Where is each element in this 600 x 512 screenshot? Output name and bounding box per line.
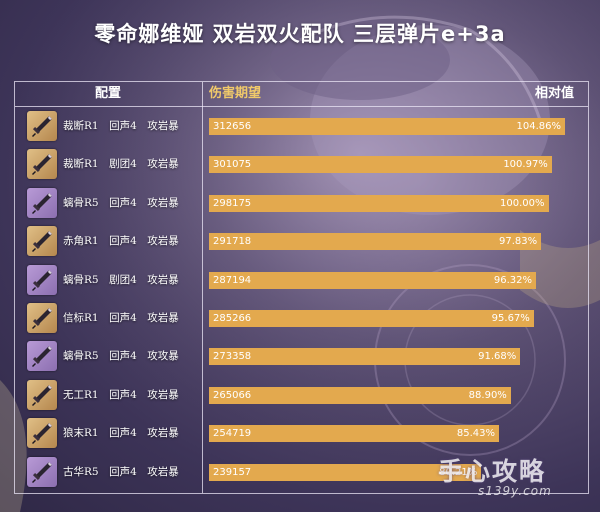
table-row: 螭骨R5 回声4 攻攻暴 273358 91.68% bbox=[15, 337, 588, 375]
damage-bar bbox=[209, 386, 511, 404]
greatsword-gold-icon bbox=[27, 379, 57, 410]
table-row: 狼末R1 回声4 攻岩暴 254719 85.43% bbox=[15, 414, 588, 452]
damage-value: 265066 bbox=[213, 389, 252, 401]
damage-bar bbox=[209, 463, 482, 481]
damage-bar bbox=[209, 425, 500, 443]
damage-value: 287194 bbox=[213, 274, 252, 286]
greatsword-gold-icon bbox=[27, 226, 57, 257]
table-row: 赤角R1 回声4 攻岩暴 291718 97.83% bbox=[15, 222, 588, 260]
relative-value: 104.86% bbox=[516, 121, 562, 132]
table-row: 裁断R1 回声4 攻岩暴 312656 104.86% bbox=[15, 107, 588, 145]
greatsword-gold-icon bbox=[27, 418, 57, 449]
damage-value: 254719 bbox=[213, 428, 252, 440]
header-divider bbox=[15, 106, 588, 107]
config-label: 赤角R1 回声4 攻岩暴 bbox=[63, 235, 179, 248]
damage-bar bbox=[209, 156, 552, 174]
config-label: 螭骨R5 回声4 攻攻暴 bbox=[63, 350, 179, 363]
table-row: 信标R1 回声4 攻岩暴 285266 95.67% bbox=[15, 299, 588, 337]
greatsword-gold-icon bbox=[27, 149, 57, 180]
config-label: 螭骨R5 回声4 攻岩暴 bbox=[63, 196, 179, 209]
config-label: 狼末R1 回声4 攻岩暴 bbox=[63, 427, 179, 440]
config-label: 螭骨R5 剧团4 攻岩暴 bbox=[63, 273, 179, 286]
damage-bar bbox=[209, 194, 549, 212]
damage-bar bbox=[209, 118, 565, 135]
table-row: 裁断R1 剧团4 攻岩暴 301075 100.97% bbox=[15, 145, 588, 183]
relative-value: 97.83% bbox=[499, 236, 538, 248]
damage-value: 273358 bbox=[213, 351, 252, 363]
greatsword-purple-icon bbox=[27, 187, 57, 218]
greatsword-gold-icon bbox=[27, 303, 57, 333]
config-label: 裁断R1 回声4 攻岩暴 bbox=[63, 120, 179, 132]
damage-value: 291718 bbox=[213, 236, 252, 248]
damage-bar bbox=[209, 348, 521, 366]
damage-bar bbox=[209, 271, 536, 289]
chart-title: 零命娜维娅 双岩双火配队 三层弹片e+3a bbox=[94, 22, 506, 46]
damage-bar bbox=[209, 310, 534, 327]
config-label: 信标R1 回声4 攻岩暴 bbox=[63, 312, 179, 324]
greatsword-purple-icon bbox=[27, 456, 57, 487]
relative-value: 91.68% bbox=[478, 351, 517, 363]
relative-value: 88.90% bbox=[468, 389, 507, 401]
table-row: 螭骨R5 回声4 攻岩暴 298175 100.00% bbox=[15, 184, 588, 222]
table-row: 螭骨R5 剧团4 攻岩暴 287194 96.32% bbox=[15, 261, 588, 299]
config-label: 古华R5 回声4 攻岩暴 bbox=[63, 465, 179, 478]
relative-value: 95.67% bbox=[491, 313, 530, 324]
greatsword-gold-icon bbox=[27, 111, 57, 141]
greatsword-purple-icon bbox=[27, 341, 57, 372]
damage-value: 312656 bbox=[213, 121, 252, 132]
chart-table: 配置 伤害期望 相对值 裁断R1 回声4 攻岩暴 312656 104.86% 裁断R… bbox=[14, 81, 589, 494]
config-label: 裁断R1 剧团4 攻岩暴 bbox=[63, 158, 179, 171]
table-row: 古华R5 回声4 攻岩暴 239157 80.21% bbox=[15, 453, 588, 491]
damage-bar bbox=[209, 233, 542, 251]
config-label: 无工R1 回声4 攻岩暴 bbox=[63, 388, 179, 401]
damage-value: 239157 bbox=[213, 466, 252, 478]
header-damage: 伤害期望 bbox=[209, 86, 262, 101]
relative-value: 85.43% bbox=[456, 428, 496, 440]
header-relative: 相对值 bbox=[534, 86, 574, 101]
header-config: 配置 bbox=[94, 86, 121, 101]
relative-value: 100.97% bbox=[503, 159, 548, 171]
table-row: 无工R1 回声4 攻岩暴 265066 88.90% bbox=[15, 376, 588, 414]
relative-value: 100.00% bbox=[500, 197, 545, 209]
damage-value: 285266 bbox=[213, 313, 252, 324]
relative-value: 80.21% bbox=[439, 466, 478, 478]
column-divider bbox=[202, 82, 203, 493]
relative-value: 96.32% bbox=[493, 274, 532, 286]
damage-value: 301075 bbox=[213, 159, 252, 171]
damage-value: 298175 bbox=[213, 197, 252, 209]
greatsword-purple-icon bbox=[27, 264, 57, 295]
